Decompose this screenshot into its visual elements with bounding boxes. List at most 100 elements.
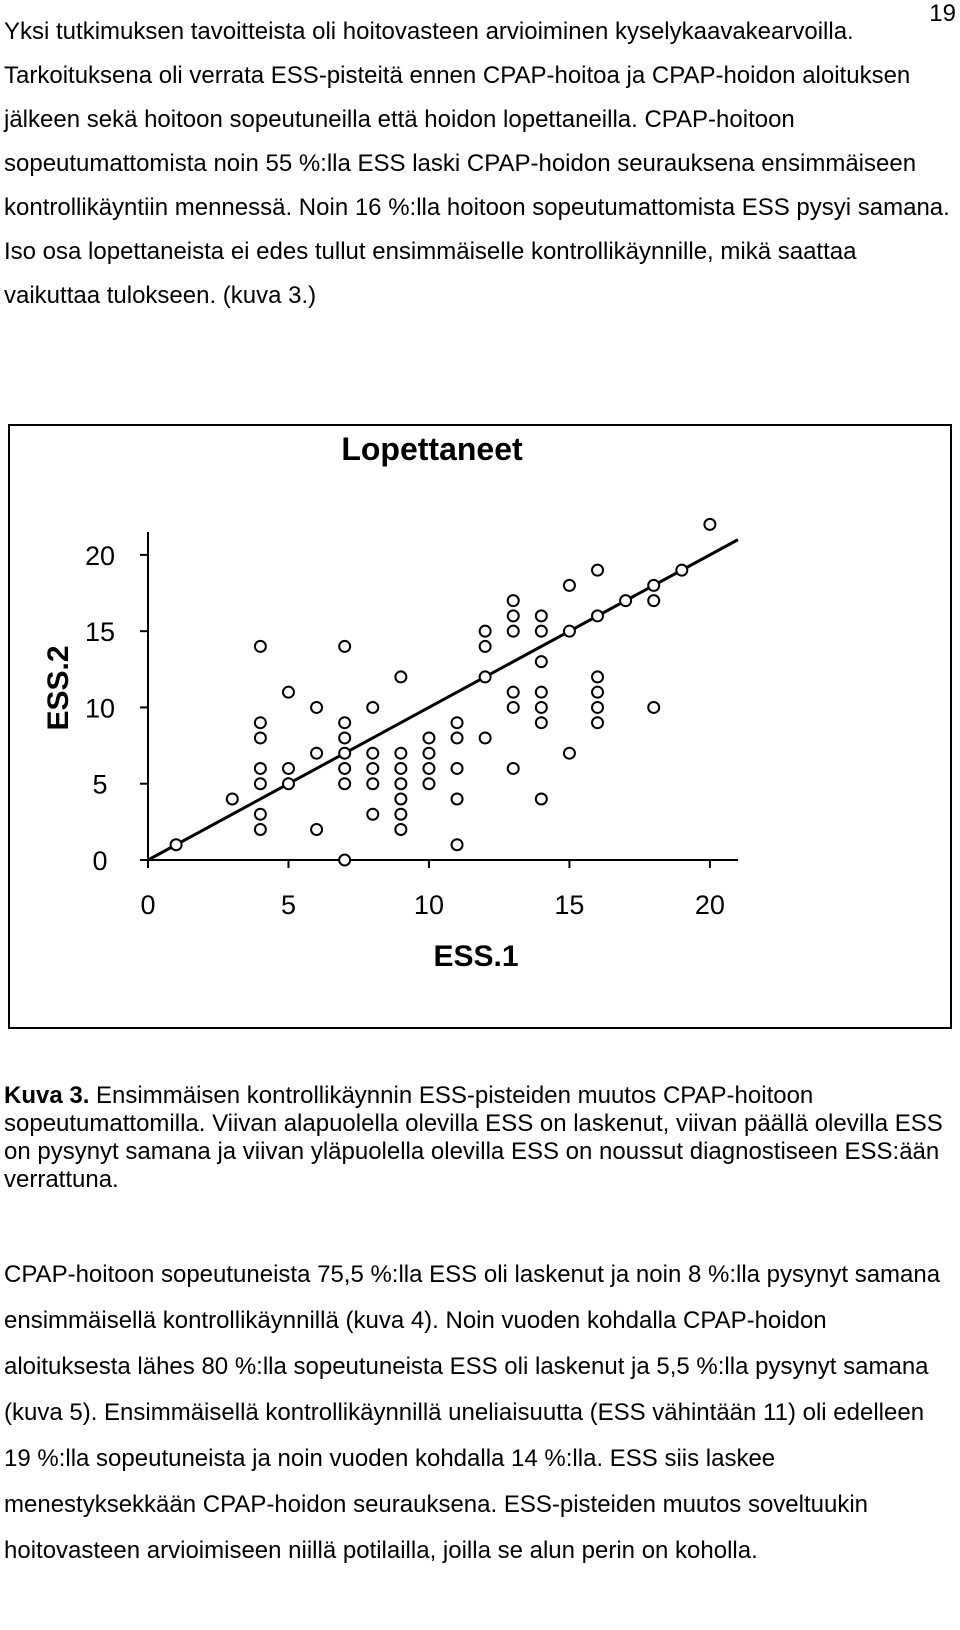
data-point (647, 594, 661, 608)
data-point (562, 746, 576, 760)
y-tick-label: 5 (92, 770, 107, 800)
data-point (281, 761, 295, 775)
data-point (310, 700, 324, 714)
data-point (281, 685, 295, 699)
data-point (253, 807, 267, 821)
caption-text: Ensimmäisen kontrollikäynnin ESS-pisteid… (4, 1082, 943, 1193)
data-point (534, 609, 548, 623)
x-tick-label: 0 (140, 890, 155, 920)
data-point (478, 639, 492, 653)
y-tick-label: 0 (92, 846, 107, 876)
figure-caption: Kuva 3. Ensimmäisen kontrollikäynnin ESS… (4, 1082, 954, 1194)
data-point (253, 777, 267, 791)
data-point (506, 609, 520, 623)
x-axis-label: ESS.1 (433, 940, 518, 973)
y-tick-label: 20 (85, 541, 115, 571)
data-point (506, 700, 520, 714)
data-point (534, 655, 548, 669)
data-point (591, 685, 605, 699)
page-number: 19 (929, 0, 956, 27)
data-point (450, 716, 464, 730)
data-point (591, 563, 605, 577)
reference-line (147, 538, 739, 862)
data-point (647, 578, 661, 592)
data-point (591, 716, 605, 730)
figure-frame: Lopettaneet 0 5 10 15 20 0 5 10 15 20 ESS.2 ESS.… (8, 424, 952, 1029)
data-point (534, 716, 548, 730)
data-point (310, 746, 324, 760)
data-point (534, 685, 548, 699)
data-point (422, 777, 436, 791)
data-point (534, 792, 548, 806)
data-point (394, 746, 408, 760)
data-point (338, 716, 352, 730)
data-point (310, 822, 324, 836)
data-point (534, 624, 548, 638)
data-point (562, 624, 576, 638)
y-tick-label: 15 (85, 617, 115, 647)
data-point (394, 807, 408, 821)
data-point (478, 624, 492, 638)
data-point (450, 838, 464, 852)
data-point (253, 761, 267, 775)
data-point (619, 594, 633, 608)
caption-label: Kuva 3. (4, 1082, 90, 1109)
results-paragraph: CPAP-hoitoon sopeutuneista 75,5 %:lla ES… (4, 1261, 941, 1564)
data-point (591, 700, 605, 714)
data-point (394, 777, 408, 791)
data-points (169, 517, 717, 867)
data-point (506, 624, 520, 638)
data-point (703, 517, 717, 531)
data-point (366, 777, 380, 791)
data-point (506, 594, 520, 608)
data-point (450, 792, 464, 806)
data-point (562, 578, 576, 592)
data-point (422, 761, 436, 775)
x-tick-label: 15 (554, 890, 584, 920)
data-point (422, 731, 436, 745)
data-point (338, 777, 352, 791)
data-point (253, 822, 267, 836)
data-point (422, 746, 436, 760)
data-point (591, 609, 605, 623)
x-tick-label: 5 (281, 890, 296, 920)
data-point (394, 761, 408, 775)
data-point (338, 761, 352, 775)
data-point (366, 761, 380, 775)
data-point (281, 777, 295, 791)
data-point (478, 670, 492, 684)
x-tick-label: 20 (695, 890, 725, 920)
data-point (394, 822, 408, 836)
data-point (450, 731, 464, 745)
data-point (338, 639, 352, 653)
data-point (366, 700, 380, 714)
data-point (675, 563, 689, 577)
y-axis-ticks: 0 5 10 15 20 (85, 541, 148, 876)
chart-title: Lopettaneet (341, 431, 523, 467)
data-point (338, 731, 352, 745)
data-point (225, 792, 239, 806)
data-point (450, 761, 464, 775)
data-point (506, 761, 520, 775)
data-point (253, 639, 267, 653)
data-point (253, 731, 267, 745)
data-point (647, 700, 661, 714)
data-point (394, 792, 408, 806)
data-point (506, 685, 520, 699)
x-tick-label: 10 (414, 890, 444, 920)
y-tick-label: 10 (85, 693, 115, 723)
data-point (366, 807, 380, 821)
intro-paragraph: Yksi tutkimuksen tavoitteista oli hoitov… (4, 18, 950, 309)
data-point (338, 853, 352, 867)
data-point (366, 746, 380, 760)
data-point (253, 716, 267, 730)
data-point (591, 670, 605, 684)
x-axis-ticks: 0 5 10 15 20 (140, 860, 725, 920)
data-point (338, 746, 352, 760)
data-point (394, 670, 408, 684)
data-point (169, 838, 183, 852)
data-point (478, 731, 492, 745)
scatter-chart: Lopettaneet 0 5 10 15 20 0 5 10 15 20 ESS.2 ESS.… (42, 431, 739, 973)
data-point (534, 700, 548, 714)
y-axis-label: ESS.2 (42, 645, 75, 730)
